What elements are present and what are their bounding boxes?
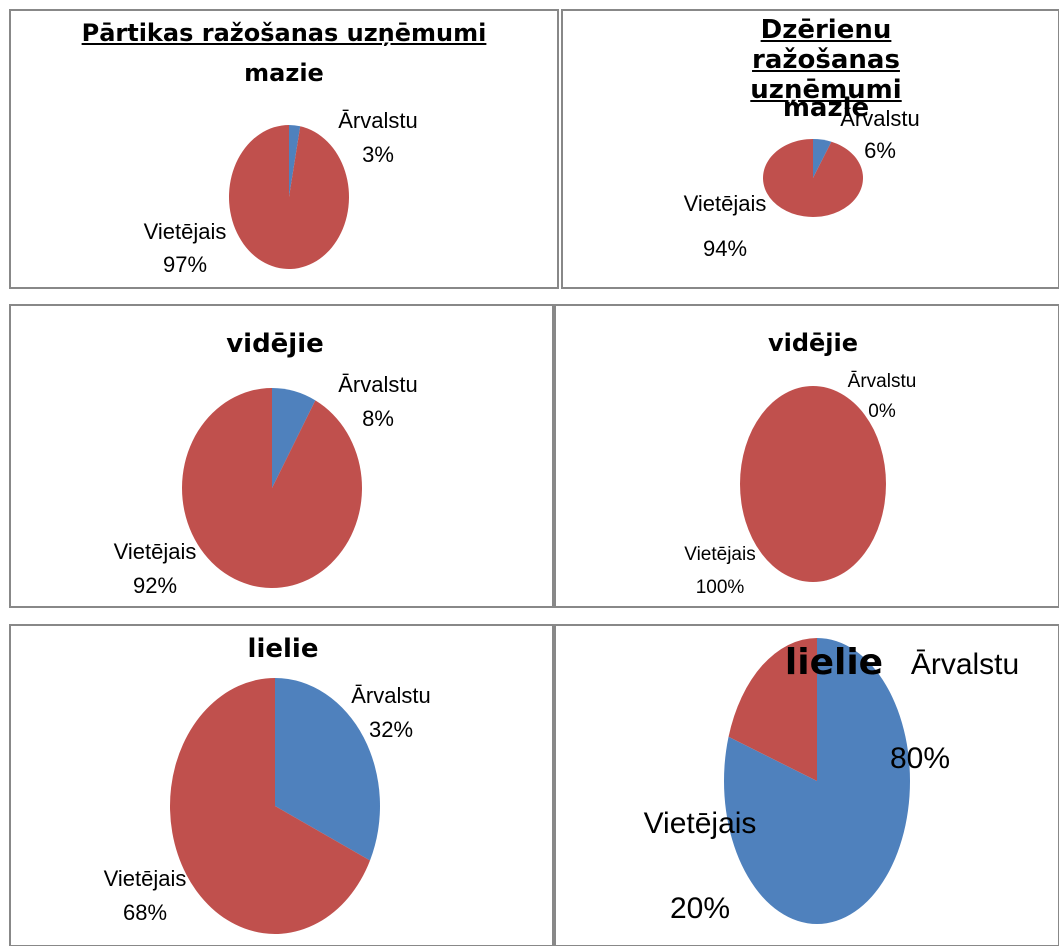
data-label-name: Vietējais <box>684 191 767 216</box>
chart-subtitle: mazie <box>782 93 870 123</box>
panel <box>554 624 1059 946</box>
data-label-value: 6% <box>864 138 896 163</box>
panel <box>554 304 1059 608</box>
data-label-value: 80% <box>890 742 950 775</box>
data-label-value: 92% <box>133 573 177 598</box>
panel <box>9 624 554 946</box>
pie-slice <box>182 388 363 588</box>
data-label-value: 94% <box>703 236 747 261</box>
panel <box>561 9 1059 289</box>
chart-title: Pārtikas ražošanas uzņēmumi <box>81 19 487 47</box>
pie-slice <box>728 638 817 781</box>
data-label-name: Vietējais <box>144 219 227 244</box>
data-label-name: Vietējais <box>114 539 197 564</box>
pie-slice <box>289 125 301 197</box>
pie-slice <box>813 139 832 178</box>
data-label-name: Vietējais <box>684 544 755 565</box>
data-label-value: 32% <box>369 717 413 742</box>
panel <box>9 9 559 289</box>
data-label-name: Vietējais <box>644 807 757 840</box>
data-label-value: 100% <box>696 577 745 598</box>
chart-subtitle: mazie <box>244 59 324 87</box>
data-label-name: Vietējais <box>104 866 187 891</box>
data-label-value: 20% <box>670 892 730 925</box>
data-label-value: 97% <box>163 252 207 277</box>
chart-title: lielie <box>784 642 884 683</box>
chart-title: Dzērienu ražošanas uzņēmumi <box>750 15 902 105</box>
pie-slice <box>275 678 380 861</box>
data-label-name: Ārvalstu <box>848 371 917 392</box>
data-label-value: 68% <box>123 900 167 925</box>
chart-title: lielie <box>247 634 319 664</box>
pie-slice <box>169 678 371 934</box>
data-label-name: Ārvalstu <box>338 108 417 133</box>
pie-slice <box>272 388 316 488</box>
data-label-value: 0% <box>868 401 896 422</box>
data-label-name: Ārvalstu <box>338 372 417 397</box>
data-label-name: Ārvalstu <box>911 648 1019 681</box>
pie-slice <box>762 139 863 217</box>
data-label-name: Ārvalstu <box>840 106 919 131</box>
panel <box>9 304 554 608</box>
data-label-name: Ārvalstu <box>351 683 430 708</box>
data-label-value: 8% <box>362 406 394 431</box>
pie-slice <box>229 125 349 269</box>
pie-slice <box>740 386 886 582</box>
chart-title: vidējie <box>767 329 859 357</box>
chart-title: vidējie <box>226 329 324 359</box>
data-label-value: 3% <box>362 142 394 167</box>
